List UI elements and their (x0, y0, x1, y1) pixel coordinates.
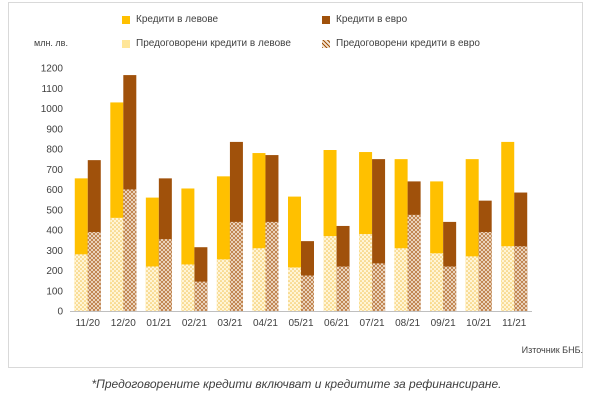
y-tick-label-900: 900 (46, 124, 63, 135)
legend-label-renegotiated-bgn: Предоговорени кредити в левове (136, 38, 291, 49)
y-tick-label-600: 600 (46, 185, 63, 196)
y-tick-label-1200: 1200 (41, 64, 64, 75)
bar-renegotiated-eur-03-21 (229, 221, 243, 311)
x-tick-label-10-21: 10/21 (466, 318, 491, 329)
bar-renegotiated-bgn-11-20 (74, 254, 88, 311)
x-tick-label-06-21: 06/21 (324, 318, 349, 329)
x-tick-label-02-21: 02/21 (182, 318, 207, 329)
bar-renegotiated-bgn-01-21 (145, 266, 159, 311)
source-note: Източник БНБ. (521, 345, 583, 355)
x-tick-label-11-21: 11/21 (502, 318, 527, 329)
bar-renegotiated-bgn-10-21 (465, 256, 479, 311)
bar-renegotiated-eur-01-21 (158, 239, 172, 311)
bar-renegotiated-eur-11-21 (514, 246, 528, 311)
bar-renegotiated-eur-12-20 (123, 189, 137, 311)
y-tick-label-200: 200 (46, 266, 63, 277)
x-tick-label-07-21: 07/21 (360, 318, 385, 329)
x-tick-label-05-21: 05/21 (288, 318, 313, 329)
legend-label-eur-loans: Кредити в евро (336, 14, 408, 25)
y-tick-label-100: 100 (46, 286, 63, 297)
legend-swatch-bgn-loans (122, 15, 130, 24)
bar-renegotiated-eur-05-21 (301, 275, 314, 311)
bar-renegotiated-eur-07-21 (372, 263, 386, 311)
bar-renegotiated-bgn-12-20 (110, 217, 124, 311)
x-tick-label-11-20: 11/20 (76, 318, 101, 329)
legend-item-bgn-loans: Кредити в левове (122, 14, 218, 25)
bar-renegotiated-bgn-06-21 (323, 236, 337, 311)
x-tick-label-01-21: 01/21 (146, 318, 171, 329)
legend-label-renegotiated-eur: Предоговорени кредити в евро (336, 38, 480, 49)
legend-item-renegotiated-bgn: Предоговорени кредити в левове (122, 38, 291, 49)
bar-renegotiated-bgn-09-21 (430, 253, 444, 311)
bar-renegotiated-eur-09-21 (443, 266, 457, 311)
legend-swatch-eur-loans (322, 15, 330, 24)
y-tick-label-1100: 1100 (41, 84, 63, 95)
x-tick-label-12-20: 12/20 (111, 318, 136, 329)
legend-swatch-renegotiated-eur (322, 39, 330, 48)
bar-renegotiated-bgn-05-21 (288, 267, 301, 311)
legend-item-eur-loans: Кредити в евро (322, 14, 407, 25)
x-tick-label-04-21: 04/21 (253, 318, 278, 329)
y-tick-label-0: 0 (57, 307, 63, 318)
x-tick-label-03-21: 03/21 (217, 318, 242, 329)
x-tick-label-09-21: 09/21 (431, 318, 456, 329)
bar-renegotiated-bgn-11-21 (501, 246, 515, 311)
bar-renegotiated-eur-06-21 (336, 266, 350, 311)
legend-item-renegotiated-eur: Предоговорени кредити в евро (322, 38, 480, 49)
bar-renegotiated-eur-02-21 (194, 281, 208, 311)
bar-renegotiated-eur-10-21 (478, 232, 492, 311)
bar-renegotiated-bgn-08-21 (394, 248, 408, 311)
bar-renegotiated-eur-04-21 (265, 221, 279, 311)
y-tick-label-500: 500 (46, 205, 63, 216)
bar-renegotiated-eur-11-20 (87, 232, 101, 311)
y-tick-label-300: 300 (46, 246, 63, 257)
y-tick-label-800: 800 (46, 145, 63, 156)
bar-renegotiated-bgn-02-21 (181, 264, 195, 311)
x-tick-label-08-21: 08/21 (395, 318, 420, 329)
bar-renegotiated-bgn-03-21 (216, 259, 230, 311)
bar-renegotiated-bgn-07-21 (359, 234, 373, 311)
y-tick-label-1000: 1000 (41, 104, 64, 115)
bar-renegotiated-bgn-04-21 (252, 248, 266, 311)
y-tick-label-400: 400 (46, 226, 63, 237)
footnote: *Предоговорените кредити включват и кред… (91, 377, 502, 391)
y-tick-label-700: 700 (46, 165, 63, 176)
y-axis-label: млн. лв. (34, 38, 68, 48)
legend-swatch-renegotiated-bgn (122, 39, 130, 48)
bar-renegotiated-eur-08-21 (407, 214, 421, 311)
legend-label-bgn-loans: Кредити в левове (136, 14, 219, 25)
